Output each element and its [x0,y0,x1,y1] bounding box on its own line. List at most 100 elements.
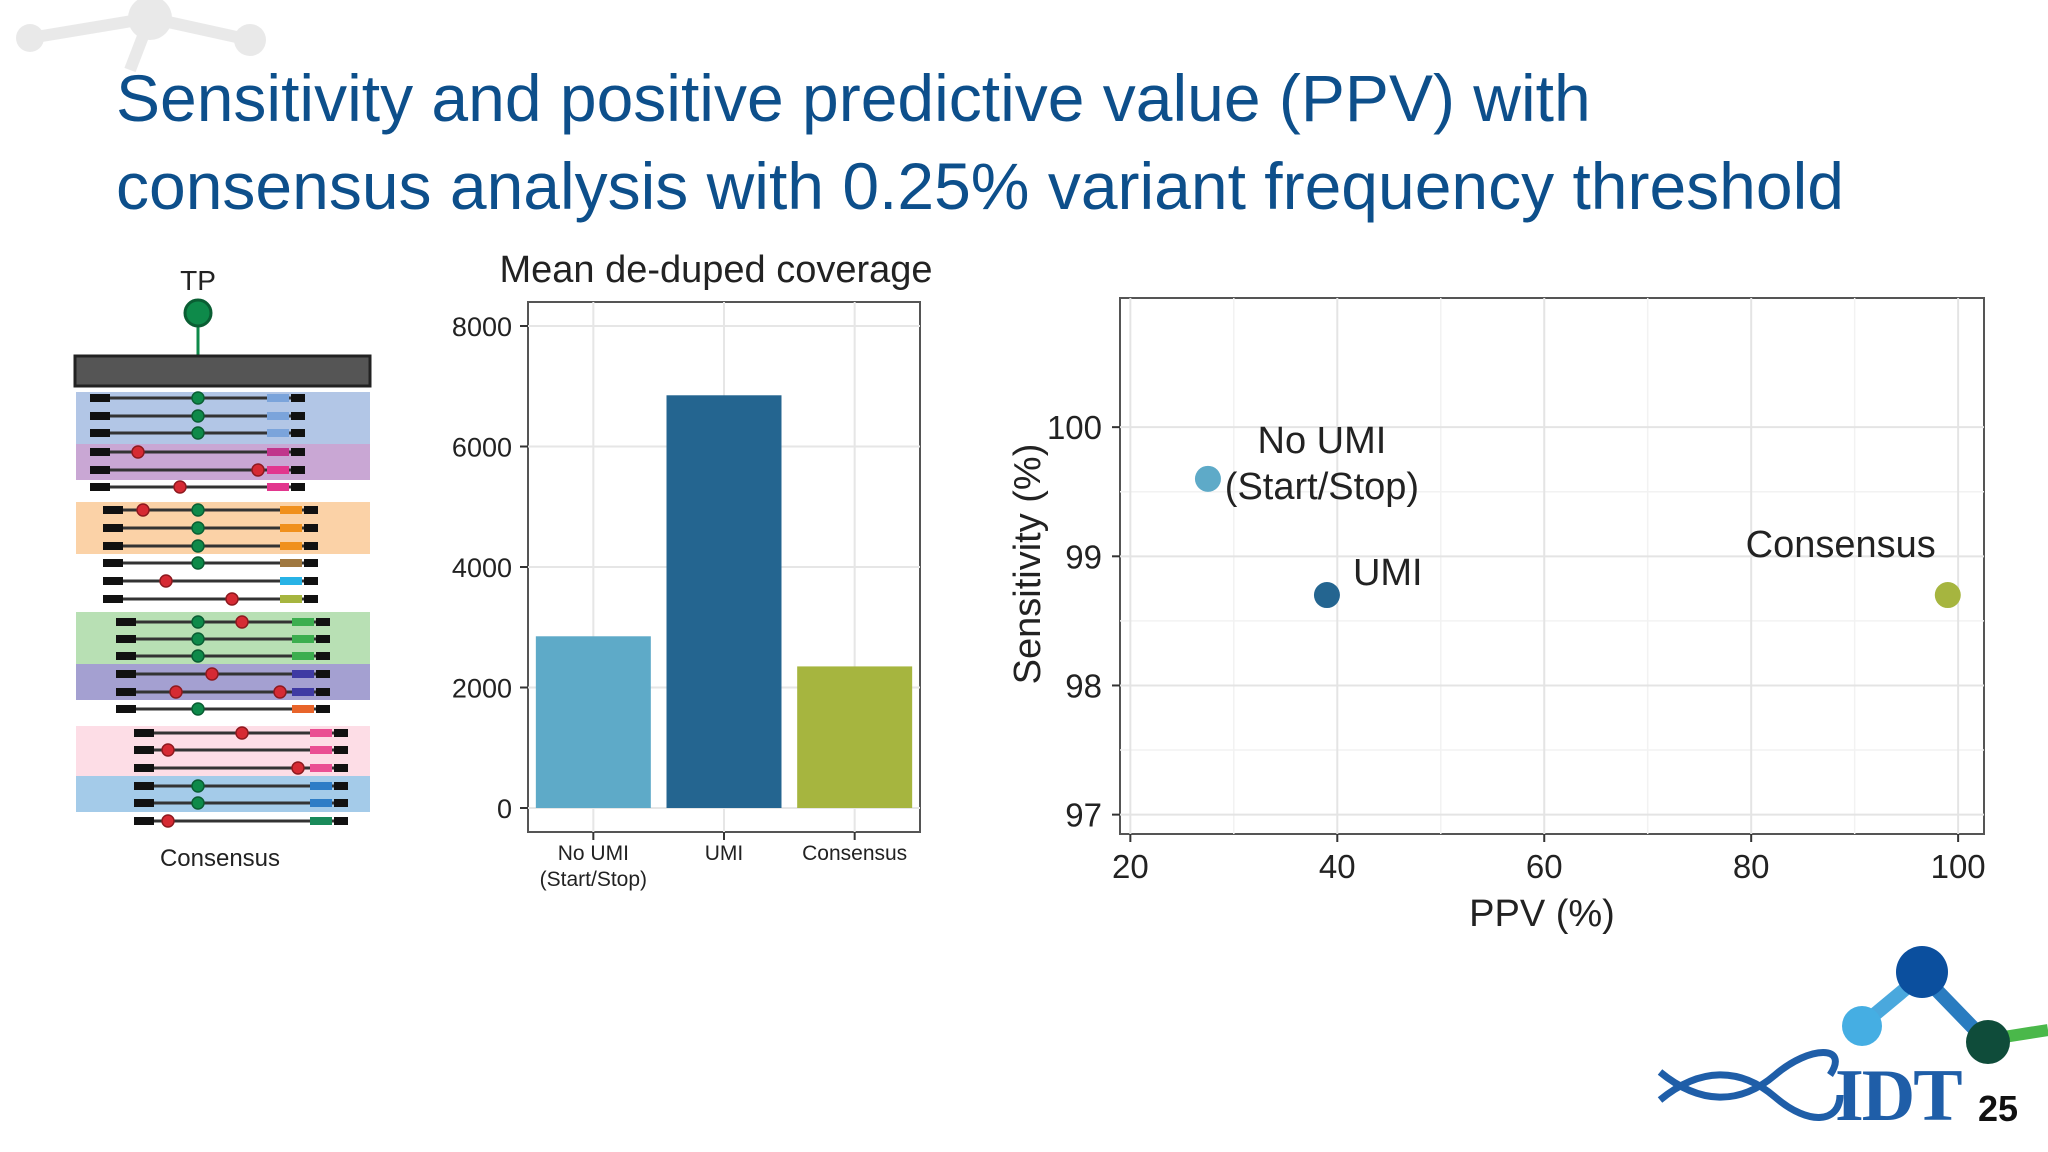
true-variant-dot [191,521,205,535]
read-adapter-left [90,394,110,402]
read-umi-tag [267,394,289,402]
logo-helix [1657,1049,1844,1121]
read-umi-tag [292,635,314,643]
true-variant-dot [191,391,205,405]
read-adapter-right [316,670,330,678]
read-adapter-left [103,577,123,585]
true-variant-dot [191,556,205,570]
slide-title: Sensitivity and positive predictive valu… [116,54,2016,230]
read-adapter-left [116,705,136,713]
read-adapter-left [103,542,123,550]
error-dot [161,814,175,828]
read-adapter-left [90,412,110,420]
bar-ytick-label: 2000 [452,674,512,704]
bar-xtick-label: UMI [705,842,744,865]
read-adapter-right [334,746,348,754]
read-adapter-left [90,429,110,437]
read-adapter-left [134,817,154,825]
tp-label: TP [180,265,216,296]
read-adapter-left [134,729,154,737]
read-adapter-left [134,782,154,790]
true-variant-dot [191,426,205,440]
read-umi-tag [310,764,332,772]
scatter-ylabel: Sensitivity (%) [1007,444,1049,685]
scatter-xtick-label: 40 [1319,848,1356,885]
read-adapter-left [116,688,136,696]
scatter-panel [1119,297,1985,835]
bar-2 [797,666,913,808]
scatter-xtick-label: 80 [1733,848,1770,885]
read-umi-tag [267,466,289,474]
error-dot [225,592,239,606]
read-umi-tag [280,577,302,585]
scatter-ytick-label: 100 [1047,409,1102,446]
read-adapter-left [103,559,123,567]
read-umi-tag [292,652,314,660]
read-adapter-left [90,448,110,456]
read-umi-tag [310,782,332,790]
read-adapter-right [316,652,330,660]
bar-chart-title: Mean de-duped coverage [499,249,932,291]
true-variant-dot [191,503,205,517]
read-adapter-left [116,652,136,660]
read-adapter-left [90,466,110,474]
error-dot [173,480,187,494]
error-dot [159,574,173,588]
read-adapter-right [316,635,330,643]
true-variant-dot [191,409,205,423]
scatter-ytick-label: 98 [1065,667,1102,704]
read-umi-tag [267,448,289,456]
scatter-ytick-label: 97 [1065,797,1102,834]
bar-0 [535,636,651,808]
read-adapter-right [291,448,305,456]
error-dot [235,726,249,740]
read-adapter-left [116,618,136,626]
scatter-point-label: No UMI (Start/Stop) [1225,420,1419,508]
scatter-point-2 [1934,582,1961,609]
true-variant-dot [191,796,205,810]
read-adapter-left [116,635,136,643]
true-variant-dot [191,615,205,629]
error-dot [235,615,249,629]
bar-xtick-label: Consensus [802,842,907,865]
read-adapter-left [103,595,123,603]
scatter-xtick-label: 20 [1112,848,1149,885]
bar-ytick-label: 4000 [452,553,512,583]
consensus-label: Consensus [160,845,280,872]
read-adapter-right [334,764,348,772]
bar-1 [666,395,782,808]
read-adapter-right [316,705,330,713]
read-adapter-right [304,542,318,550]
tp-marker [183,298,213,328]
read-umi-tag [292,670,314,678]
read-umi-tag [310,799,332,807]
read-adapter-right [304,595,318,603]
logo-wordmark: IDT [1835,1055,1962,1137]
bar-xtick-label: No UMI (Start/Stop) [540,842,647,891]
read-adapter-left [103,524,123,532]
read-umi-tag [292,618,314,626]
read-umi-tag [310,746,332,754]
read-adapter-right [334,817,348,825]
title-line-2: consensus analysis with 0.25% variant fr… [116,149,1844,223]
scatter-xlabel: PPV (%) [1469,893,1615,935]
error-dot [205,667,219,681]
reference-bar [73,354,372,388]
bar-ytick-label: 8000 [452,312,512,342]
read-adapter-left [134,746,154,754]
read-adapter-right [316,688,330,696]
error-dot [251,463,265,477]
true-variant-dot [191,632,205,646]
read-umi-tag [292,688,314,696]
molecule-decoration-top-left [16,0,266,73]
read-adapter-right [304,559,318,567]
read-adapter-left [134,799,154,807]
read-adapter-right [291,412,305,420]
bar-ytick-label: 0 [497,794,512,824]
read-umi-tag [280,542,302,550]
error-dot [161,743,175,757]
read-adapter-right [291,466,305,474]
sensitivity-ppv-scatter: 20 40 60 80 100 97 98 99 100 PPV (%) Sensitivity (… [1007,297,1986,935]
read-umi-tag [267,412,289,420]
read-adapter-left [116,670,136,678]
